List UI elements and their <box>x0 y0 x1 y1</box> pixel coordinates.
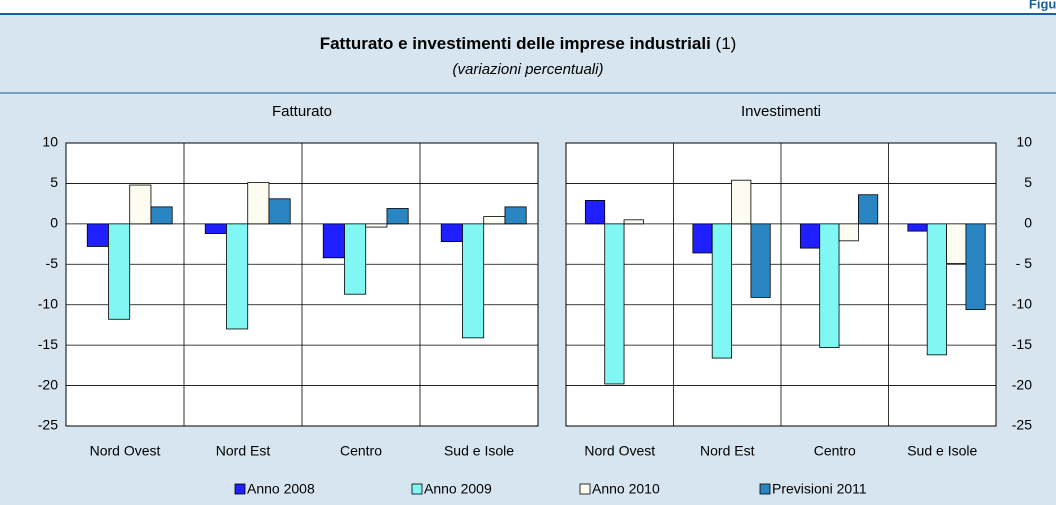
y-tick-label: 10 <box>42 134 58 150</box>
bar <box>946 223 967 264</box>
bar <box>799 223 821 249</box>
bar <box>584 200 606 225</box>
legend-label: Anno 2008 <box>247 481 315 497</box>
y-tick-label: -10 <box>38 295 58 311</box>
bar <box>965 223 986 310</box>
y-tick-label: -5 <box>46 255 59 271</box>
title: Fatturato e investimenti delle imprese i… <box>320 34 737 53</box>
x-tick-label: Nord Est <box>700 443 755 459</box>
legend-label: Previsioni 2011 <box>772 481 867 497</box>
y-tick-label: - 5 <box>1016 255 1033 271</box>
bar <box>858 194 879 225</box>
bar <box>731 179 752 225</box>
bar <box>483 216 506 225</box>
bar <box>750 223 771 298</box>
bar <box>504 206 527 225</box>
bar <box>247 182 270 225</box>
bar <box>226 223 249 330</box>
legend-label: Anno 2010 <box>592 481 660 497</box>
y-tick-label: -25 <box>1012 417 1032 433</box>
legend-swatch <box>579 483 591 495</box>
bar <box>711 223 732 359</box>
y-tick-label: 0 <box>1024 215 1032 231</box>
x-tick-label: Nord Ovest <box>90 443 161 459</box>
bar <box>204 223 227 234</box>
title-note: (1) <box>716 34 737 53</box>
x-tick-label: Sud e Isole <box>907 443 977 459</box>
legend-label: Anno 2009 <box>424 481 492 497</box>
y-tick-label: -25 <box>38 417 58 433</box>
x-tick-label: Nord Ovest <box>584 443 655 459</box>
bar <box>692 223 713 254</box>
y-tick-label: -15 <box>1012 336 1032 352</box>
bar <box>344 223 367 295</box>
y-tick-label: -20 <box>1012 376 1032 392</box>
figure-label: Figura 2. <box>1029 0 1056 11</box>
bar <box>907 223 928 232</box>
bar <box>604 223 625 385</box>
bar <box>268 198 291 225</box>
bar <box>150 206 173 225</box>
bar <box>623 219 644 225</box>
legend-swatch <box>234 483 246 495</box>
y-tick-label: -15 <box>38 336 58 352</box>
bar <box>838 223 859 242</box>
bar <box>322 223 345 259</box>
bar <box>926 223 947 356</box>
bar <box>129 184 152 225</box>
y-tick-label: 5 <box>50 174 58 190</box>
bar <box>440 223 463 243</box>
x-tick-label: Centro <box>814 443 856 459</box>
chart-title: Investimenti <box>741 103 821 120</box>
y-tick-label: 10 <box>1016 134 1032 150</box>
bar <box>819 223 840 348</box>
subtitle: (variazioni percentuali) <box>453 61 604 78</box>
bar <box>365 223 388 228</box>
y-tick-label: -20 <box>38 376 58 392</box>
title-main: Fatturato e investimenti delle imprese i… <box>320 34 711 53</box>
bar <box>86 223 109 247</box>
y-tick-label: 0 <box>50 215 58 231</box>
bar <box>462 223 485 339</box>
x-tick-label: Nord Est <box>216 443 271 459</box>
legend-swatch <box>411 483 423 495</box>
y-tick-label: -10 <box>1012 295 1032 311</box>
y-tick-label: 5 <box>1024 174 1032 190</box>
bar <box>108 223 131 320</box>
chart-title: Fatturato <box>272 103 332 120</box>
legend-swatch <box>759 483 771 495</box>
x-tick-label: Centro <box>340 443 382 459</box>
x-tick-label: Sud e Isole <box>444 443 514 459</box>
bar <box>386 208 409 225</box>
